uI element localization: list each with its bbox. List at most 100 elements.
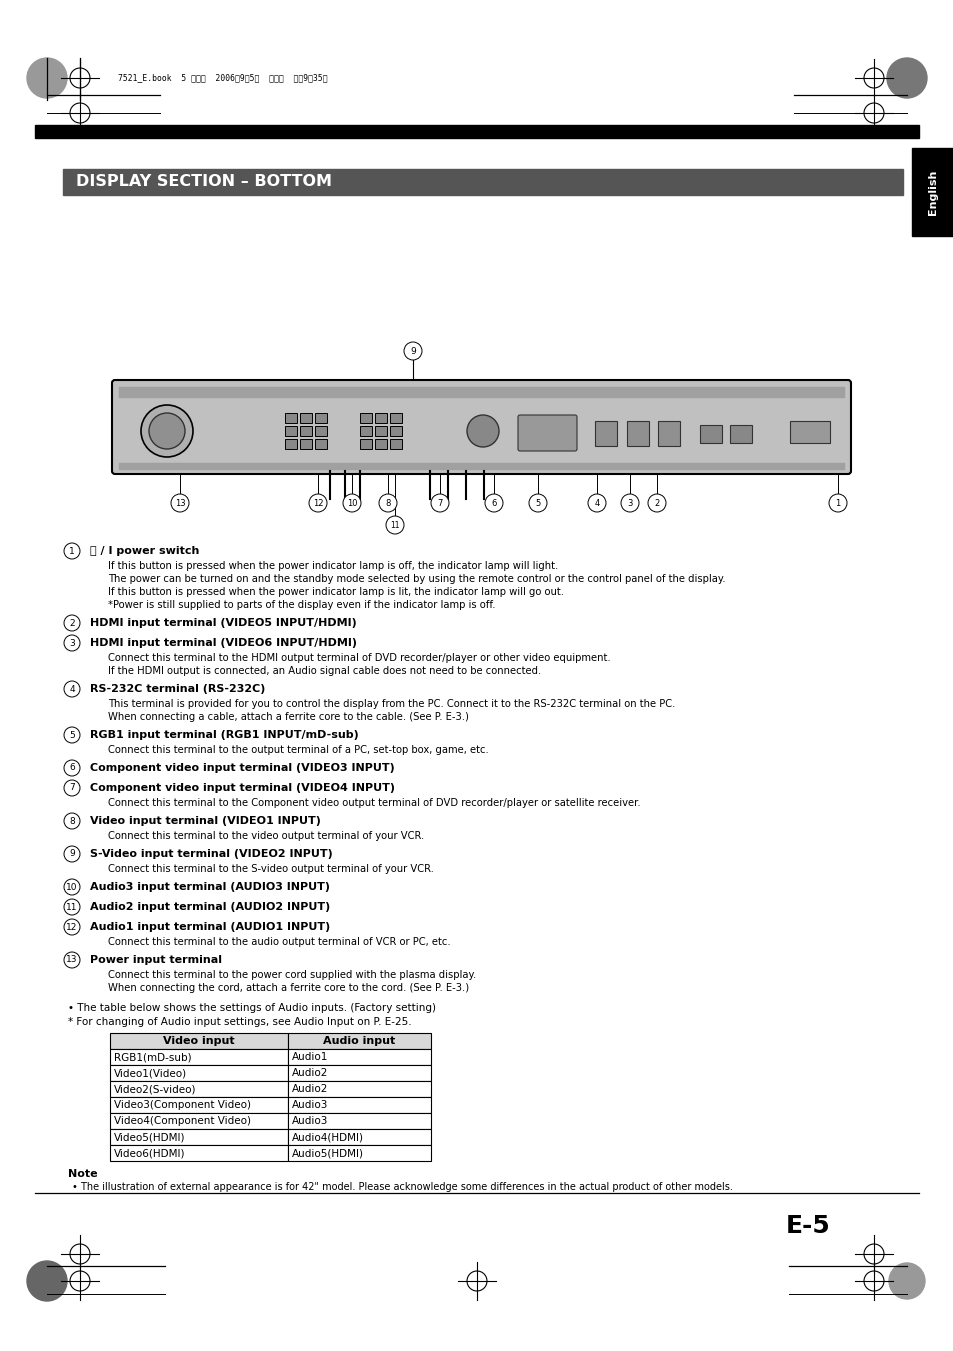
Text: 3: 3 [69, 639, 74, 647]
Text: 8: 8 [69, 816, 74, 825]
Text: RGB1 input terminal (RGB1 INPUT/mD-sub): RGB1 input terminal (RGB1 INPUT/mD-sub) [90, 730, 358, 740]
Text: S-Video input terminal (VIDEO2 INPUT): S-Video input terminal (VIDEO2 INPUT) [90, 848, 333, 859]
Circle shape [64, 761, 80, 775]
Text: Audio2: Audio2 [292, 1084, 328, 1094]
FancyBboxPatch shape [517, 415, 577, 451]
Circle shape [64, 952, 80, 969]
Text: 9: 9 [410, 346, 416, 355]
Text: 4: 4 [70, 685, 74, 693]
Bar [285, 439, 296, 449]
Bar [789, 422, 829, 443]
Bar [110, 1113, 288, 1129]
Text: Component video input terminal (VIDEO3 INPUT): Component video input terminal (VIDEO3 I… [90, 763, 395, 773]
Bar [110, 1065, 288, 1081]
Bar [110, 1146, 288, 1161]
Bar [299, 426, 312, 436]
Circle shape [620, 494, 639, 512]
Circle shape [587, 494, 605, 512]
Bar [288, 1113, 431, 1129]
Bar [359, 439, 372, 449]
Circle shape [149, 413, 185, 449]
Bar [595, 422, 617, 446]
Circle shape [64, 846, 80, 862]
Text: Connect this terminal to the HDMI output terminal of DVD recorder/player or othe: Connect this terminal to the HDMI output… [108, 653, 610, 663]
Circle shape [64, 780, 80, 796]
Text: Audio input: Audio input [323, 1036, 395, 1046]
Text: Video5(HDMI): Video5(HDMI) [113, 1132, 185, 1142]
Text: Audio1: Audio1 [292, 1052, 328, 1062]
Text: If this button is pressed when the power indicator lamp is off, the indicator la: If this button is pressed when the power… [108, 561, 558, 571]
Circle shape [343, 494, 360, 512]
Text: If this button is pressed when the power indicator lamp is lit, the indicator la: If this button is pressed when the power… [108, 586, 563, 597]
Text: Connect this terminal to the video output terminal of your VCR.: Connect this terminal to the video outpu… [108, 831, 424, 842]
Circle shape [467, 415, 498, 447]
Bar [299, 413, 312, 423]
Bar [911, 149, 953, 236]
Bar [288, 1129, 431, 1146]
Text: RS-232C terminal (RS-232C): RS-232C terminal (RS-232C) [90, 684, 265, 694]
Bar [110, 1081, 288, 1097]
Bar [359, 413, 372, 423]
Text: Video input terminal (VIDEO1 INPUT): Video input terminal (VIDEO1 INPUT) [90, 816, 320, 825]
Circle shape [484, 494, 502, 512]
Circle shape [64, 880, 80, 894]
Circle shape [141, 405, 193, 457]
Text: * For changing of Audio input settings, see Audio Input on P. E-25.: * For changing of Audio input settings, … [68, 1017, 411, 1027]
Text: • The illustration of external appearance is for 42" model. Please acknowledge s: • The illustration of external appearanc… [71, 1182, 732, 1192]
Text: 2: 2 [654, 499, 659, 508]
Text: Video input: Video input [163, 1036, 234, 1046]
Text: 10: 10 [346, 499, 356, 508]
Circle shape [378, 494, 396, 512]
Bar [390, 439, 401, 449]
Text: 1: 1 [835, 499, 840, 508]
Text: If the HDMI output is connected, an Audio signal cable does not need to be conne: If the HDMI output is connected, an Audi… [108, 666, 540, 676]
Bar [35, 126, 918, 138]
Text: 10: 10 [66, 882, 77, 892]
Text: DISPLAY SECTION – BOTTOM: DISPLAY SECTION – BOTTOM [76, 174, 332, 189]
Bar [288, 1097, 431, 1113]
Bar [299, 439, 312, 449]
Text: 6: 6 [491, 499, 497, 508]
Text: RGB1(mD-sub): RGB1(mD-sub) [113, 1052, 192, 1062]
Text: Video6(HDMI): Video6(HDMI) [113, 1148, 185, 1158]
Text: Connect this terminal to the power cord supplied with the plasma display.: Connect this terminal to the power cord … [108, 970, 476, 979]
Bar [119, 463, 843, 469]
Text: Connect this terminal to the Component video output terminal of DVD recorder/pla: Connect this terminal to the Component v… [108, 798, 640, 808]
Bar [285, 426, 296, 436]
Text: 11: 11 [66, 902, 77, 912]
Text: 7: 7 [436, 499, 442, 508]
Circle shape [64, 635, 80, 651]
Bar [110, 1129, 288, 1146]
Bar [288, 1034, 431, 1048]
Text: 7521_E.book  5 ページ  2006年9よ5日  火曜日  午後9時35分: 7521_E.book 5 ページ 2006年9よ5日 火曜日 午後9時35分 [118, 73, 327, 82]
Circle shape [64, 727, 80, 743]
Bar [626, 422, 648, 446]
FancyBboxPatch shape [112, 380, 850, 474]
Text: Audio3 input terminal (AUDIO3 INPUT): Audio3 input terminal (AUDIO3 INPUT) [90, 882, 330, 892]
Circle shape [64, 615, 80, 631]
Circle shape [386, 516, 403, 534]
Circle shape [64, 681, 80, 697]
Circle shape [647, 494, 665, 512]
Text: 7: 7 [69, 784, 74, 793]
Text: Audio3: Audio3 [292, 1100, 328, 1111]
Text: Video2(S-video): Video2(S-video) [113, 1084, 196, 1094]
Text: Audio2: Audio2 [292, 1069, 328, 1078]
Bar [314, 426, 327, 436]
Circle shape [886, 58, 926, 99]
Bar [375, 413, 387, 423]
Text: ⓘ / I power switch: ⓘ / I power switch [90, 546, 199, 557]
Bar [110, 1048, 288, 1065]
Text: *Power is still supplied to parts of the display even if the indicator lamp is o: *Power is still supplied to parts of the… [108, 600, 495, 611]
Text: Video1(Video): Video1(Video) [113, 1069, 187, 1078]
Circle shape [403, 342, 421, 359]
Text: 8: 8 [385, 499, 391, 508]
Text: Audio5(HDMI): Audio5(HDMI) [292, 1148, 364, 1158]
Circle shape [529, 494, 546, 512]
Text: Connect this terminal to the output terminal of a PC, set-top box, game, etc.: Connect this terminal to the output term… [108, 744, 488, 755]
Text: Connect this terminal to the S-video output terminal of your VCR.: Connect this terminal to the S-video out… [108, 865, 434, 874]
Bar [375, 439, 387, 449]
Text: Note: Note [68, 1169, 97, 1179]
Text: This terminal is provided for you to control the display from the PC. Connect it: This terminal is provided for you to con… [108, 698, 675, 709]
Circle shape [828, 494, 846, 512]
